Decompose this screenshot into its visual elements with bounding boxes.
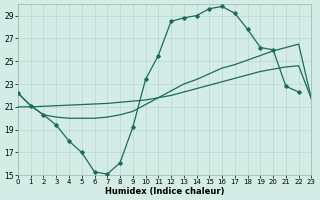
X-axis label: Humidex (Indice chaleur): Humidex (Indice chaleur) bbox=[105, 187, 224, 196]
